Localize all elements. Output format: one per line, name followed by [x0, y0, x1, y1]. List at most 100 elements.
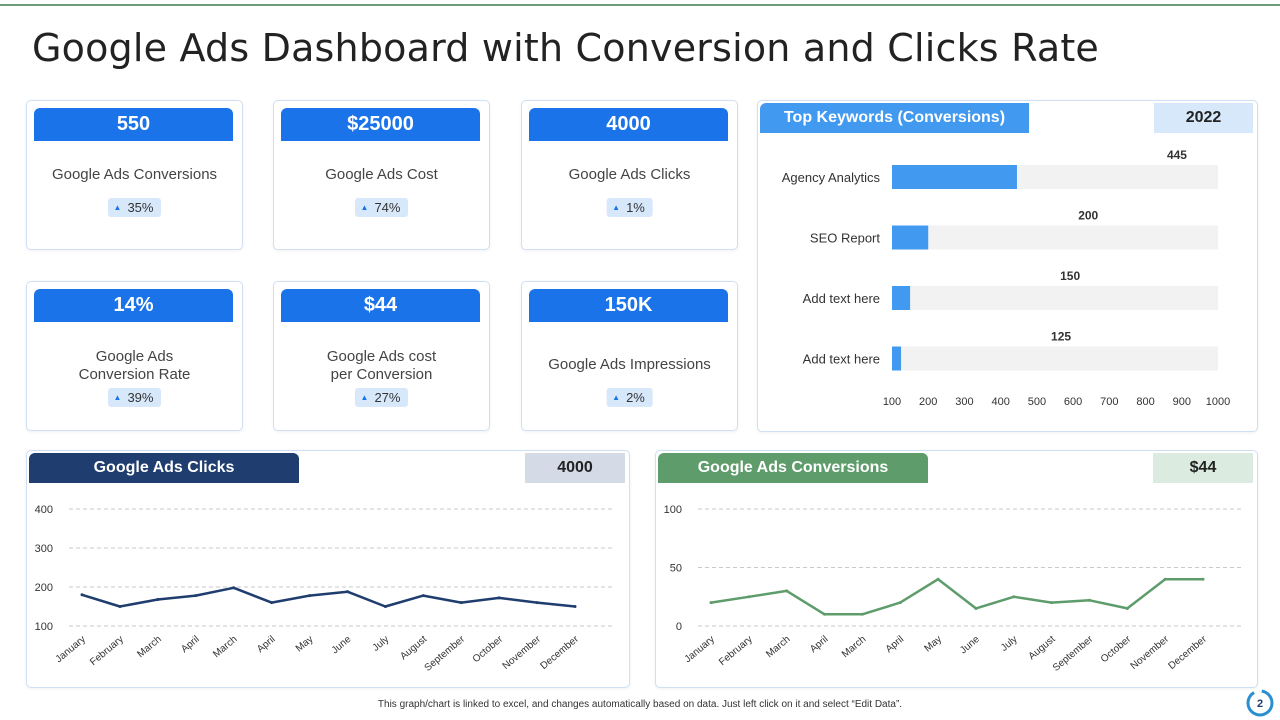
conversions-line-chart: 0 50 100 January February March April March Apri… [664, 504, 1241, 674]
page-number-badge: 2 [1246, 689, 1274, 717]
x-tick-label: February [717, 634, 755, 668]
x-tick-label: 1000 [1206, 396, 1230, 408]
kpi-value: $44 [281, 289, 480, 322]
x-tick-label: 900 [1173, 396, 1191, 408]
change-value: 27% [374, 390, 401, 405]
kpi-label-line1: Google Ads [95, 348, 174, 365]
data-point [1087, 598, 1091, 602]
cost-per-conversion-badge: $44 [1153, 453, 1253, 483]
kpi-card-clicks[interactable]: 4000 Google Ads Clicks ▲ 1% [521, 100, 738, 250]
data-point [747, 595, 751, 599]
data-label: 445 [1167, 148, 1187, 162]
x-tick-label: March [840, 634, 868, 660]
x-tick-label: May [294, 634, 316, 655]
clicks-total-badge: 4000 [525, 453, 625, 483]
y-tick-label: 50 [670, 563, 682, 575]
x-tick-label: November [501, 633, 544, 672]
kpi-card-cost-per-conversion[interactable]: $44 Google Ads cost per Conversion ▲ 27% [273, 281, 490, 431]
bar [892, 286, 911, 310]
kpi-value: $25000 [281, 108, 480, 141]
x-tick-label: December [539, 633, 582, 672]
data-point [459, 601, 463, 605]
up-arrow-icon: ▲ [612, 393, 621, 402]
x-tick-label: 100 [883, 396, 901, 408]
kpi-card-conversion-rate[interactable]: 14% Google Ads Conversion Rate ▲ 39% [26, 281, 243, 431]
kpi-label: Google Ads Conversions [51, 166, 218, 183]
x-tick-label: November [1129, 633, 1172, 672]
data-point [1201, 577, 1205, 581]
data-point [308, 594, 312, 598]
kpi-label: Google Ads Impressions [548, 356, 711, 373]
data-point [573, 605, 577, 608]
kpi-label-line2: Conversion Rate [78, 366, 191, 383]
data-point [497, 596, 501, 600]
keywords-bar-chart: Agency Analytics 445 SEO Report 200 Add text… [782, 148, 1231, 408]
data-point [1012, 595, 1016, 599]
data-label: 125 [1051, 330, 1071, 344]
change-badge: ▲ 35% [107, 198, 162, 217]
data-point [232, 586, 236, 590]
top-keywords-title: Top Keywords (Conversions) [760, 103, 1029, 133]
y-tick-label: 200 [35, 582, 53, 594]
x-tick-label: June [330, 634, 354, 657]
up-arrow-icon: ▲ [612, 203, 621, 212]
series-line [710, 577, 1203, 616]
kpi-value: 550 [34, 108, 233, 141]
kpi-label: Google Ads Cost [325, 166, 438, 183]
bar [892, 165, 1017, 189]
data-point [421, 594, 425, 598]
change-badge: ▲ 74% [354, 198, 409, 217]
x-tick-label: July [371, 634, 392, 654]
data-point [345, 590, 349, 594]
x-tick-label: January [683, 634, 717, 665]
x-tick-label: April [808, 634, 830, 655]
x-tick-label: August [1027, 634, 1058, 663]
top-accent-rule [0, 4, 1280, 6]
page-ring-icon [1246, 689, 1274, 717]
kpi-card-cost[interactable]: $25000 Google Ads Cost ▲ 74% [273, 100, 490, 250]
conversions-panel: Google Ads Conversions $44 0 50 100 January… [655, 450, 1258, 688]
x-tick-label: April [179, 634, 201, 655]
category-label: Agency Analytics [782, 170, 881, 185]
x-tick-label: March [211, 634, 239, 660]
data-point [860, 612, 864, 616]
change-value: 2% [626, 390, 645, 405]
bar [892, 346, 902, 371]
top-keywords-panel: Top Keywords (Conversions) 2022 Agency A… [757, 100, 1258, 432]
x-tick-label: March [764, 634, 792, 660]
change-badge: ▲ 2% [606, 388, 653, 407]
x-tick-label: March [135, 634, 163, 660]
year-badge: 2022 [1154, 103, 1253, 133]
kpi-value: 150K [529, 289, 728, 322]
x-tick-label: 300 [955, 396, 973, 408]
x-tick-label: December [1167, 633, 1210, 672]
x-tick-label: October [1099, 633, 1134, 665]
x-tick-label: February [88, 634, 126, 668]
kpi-value: 4000 [529, 108, 728, 141]
clicks-title: Google Ads Clicks [29, 453, 299, 483]
up-arrow-icon: ▲ [113, 393, 122, 402]
bar-track [892, 346, 1218, 371]
data-point [1125, 606, 1129, 610]
footnote: This graph/chart is linked to excel, and… [377, 699, 903, 710]
data-point [270, 601, 274, 605]
category-label: Add text here [803, 352, 880, 367]
x-tick-label: April [255, 634, 277, 655]
data-point [80, 593, 84, 597]
page-title: Google Ads Dashboard with Conversion and… [32, 26, 1099, 70]
data-point [383, 605, 387, 608]
kpi-card-conversions[interactable]: 550 Google Ads Conversions ▲ 35% [26, 100, 243, 250]
data-point [194, 594, 198, 598]
data-point [785, 589, 789, 593]
x-tick-label: April [884, 634, 906, 655]
kpi-card-impressions[interactable]: 150K Google Ads Impressions ▲ 2% [521, 281, 738, 431]
data-point [936, 577, 940, 581]
category-label: SEO Report [810, 231, 880, 246]
bar [892, 225, 929, 250]
y-tick-label: 400 [35, 504, 53, 516]
kpi-label-line2: per Conversion [330, 366, 433, 383]
series-line [81, 586, 576, 608]
data-label: 200 [1078, 209, 1098, 223]
y-tick-label: 100 [664, 504, 682, 516]
data-point [898, 601, 902, 605]
